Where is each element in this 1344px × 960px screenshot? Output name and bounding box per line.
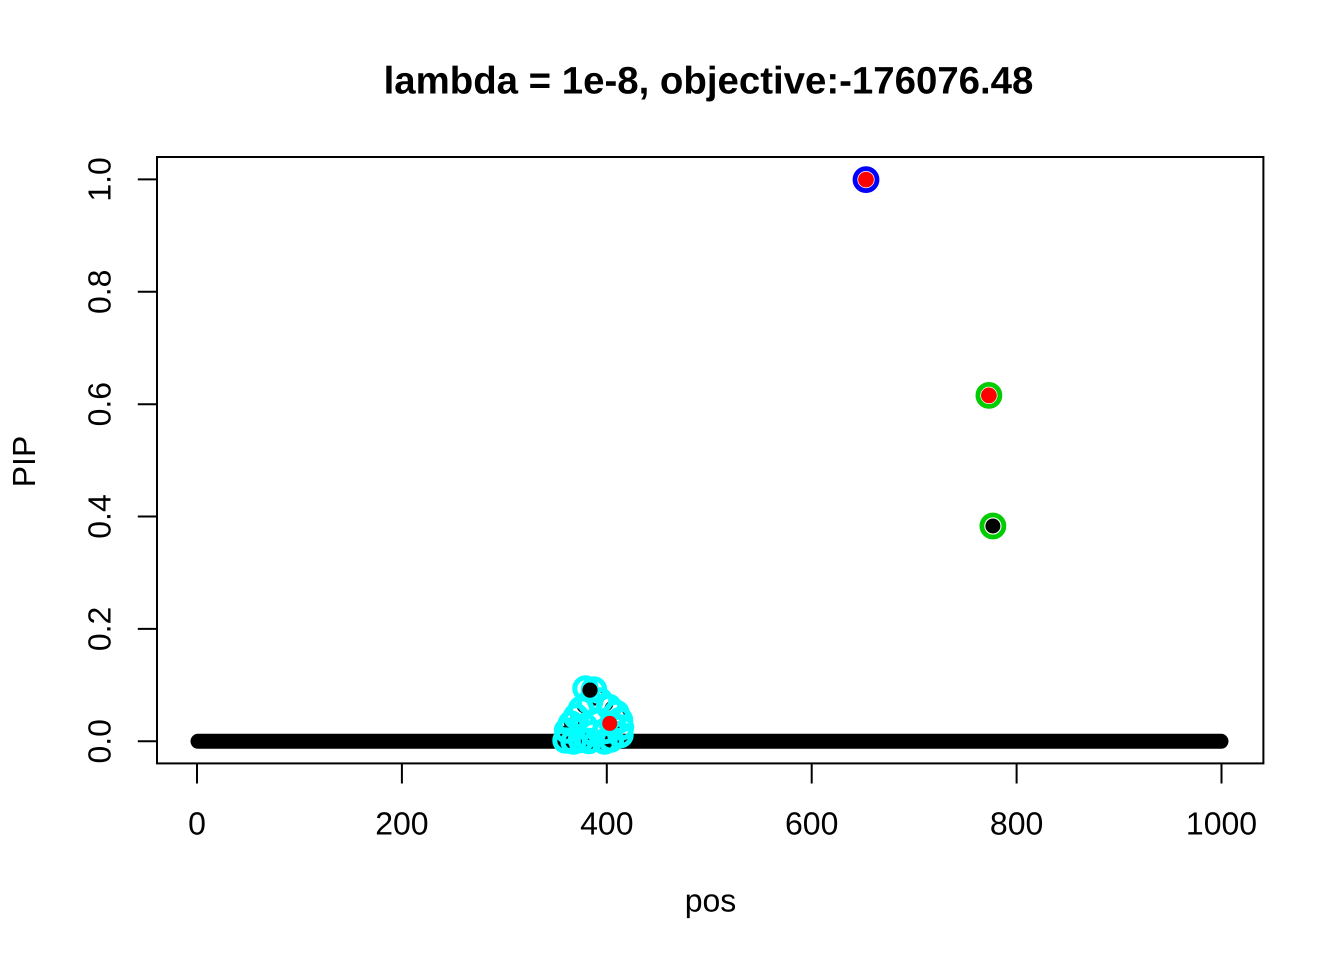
svg-text:0: 0 — [188, 806, 206, 842]
svg-text:lambda = 1e-8, objective:-1760: lambda = 1e-8, objective:-176076.48 — [384, 59, 1034, 102]
svg-text:pos: pos — [685, 883, 737, 919]
svg-text:0.0: 0.0 — [81, 719, 117, 763]
svg-text:600: 600 — [785, 806, 838, 842]
svg-text:0.6: 0.6 — [81, 382, 117, 426]
svg-text:200: 200 — [375, 806, 428, 842]
svg-text:PIP: PIP — [6, 436, 42, 488]
svg-text:0.4: 0.4 — [81, 494, 117, 538]
svg-text:0.2: 0.2 — [81, 607, 117, 651]
svg-text:1.0: 1.0 — [81, 157, 117, 201]
svg-text:400: 400 — [580, 806, 633, 842]
svg-text:1000: 1000 — [1186, 806, 1257, 842]
svg-text:0.8: 0.8 — [81, 270, 117, 314]
svg-text:800: 800 — [990, 806, 1043, 842]
